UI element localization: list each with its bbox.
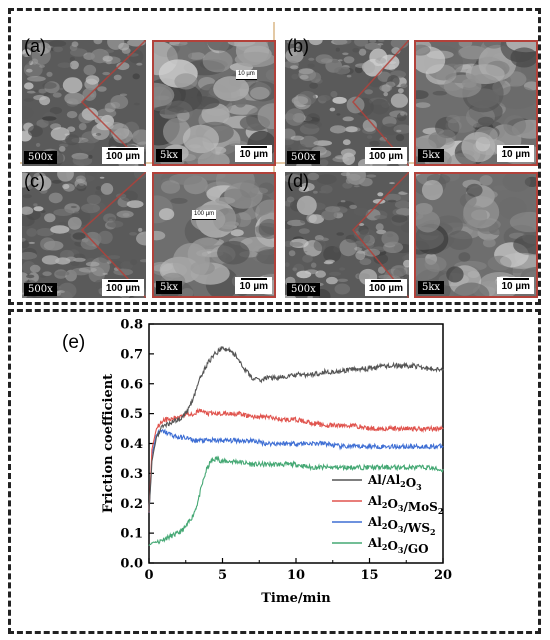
legend-entry: Al2O3/WS2 <box>367 515 436 537</box>
sem-image-d-5kx: 5kx 10 µm <box>414 172 538 298</box>
panel-label-d: (d) <box>287 171 309 191</box>
sem-image-c-500x: 500x 100 µm <box>22 172 146 298</box>
sem-image-c-5kx: 5kx 10 µm 100 µm <box>152 172 276 298</box>
scale-bar: 10 µm <box>497 145 534 162</box>
scale-bar: 10 µm <box>497 277 534 294</box>
magnification-label: 5kx <box>418 149 445 162</box>
y-tick-label: 0.1 <box>120 527 143 542</box>
panel-label-a: (a) <box>24 36 46 56</box>
series-line-al2o3-mos2 <box>148 407 444 513</box>
scale-bar: 100 µm <box>364 279 407 296</box>
panel-label-c: (c) <box>24 171 45 191</box>
y-tick-label: 0.3 <box>120 467 143 482</box>
y-tick-label: 0.8 <box>120 318 143 333</box>
scale-bar: 100 µm <box>101 279 144 296</box>
inner-scale-bar: 10 µm <box>236 70 257 80</box>
series-line-al2o3-go <box>148 455 444 546</box>
sem-figure-frame <box>8 8 541 305</box>
sem-image-a-5kx: 5kx 10 µm 10 µm <box>152 40 276 166</box>
panel-label-b: (b) <box>287 36 309 56</box>
x-tick-label: 0 <box>144 568 153 583</box>
scale-bar: 100 µm <box>364 147 407 164</box>
y-tick-label: 0.4 <box>120 437 143 452</box>
magnification-label: 5kx <box>156 281 183 294</box>
sem-image-b-5kx: 5kx 10 µm <box>414 40 538 166</box>
scale-bar: 10 µm <box>235 145 272 162</box>
y-tick-label: 0.2 <box>120 497 143 512</box>
x-tick-label: 20 <box>434 568 452 583</box>
x-tick-label: 15 <box>360 568 378 583</box>
magnification-label: 500x <box>24 151 57 164</box>
chart-figure-frame <box>8 309 541 634</box>
x-axis-label: Time/min <box>261 591 331 606</box>
y-tick-label: 0.0 <box>120 557 143 572</box>
magnification-label: 5kx <box>156 149 183 162</box>
x-tick-label: 5 <box>218 568 227 583</box>
magnification-label: 500x <box>287 151 320 164</box>
legend-entry: Al/Al2O3 <box>367 473 422 492</box>
y-tick-label: 0.7 <box>120 347 143 362</box>
scale-bar: 10 µm <box>235 277 272 294</box>
scale-bar: 100 µm <box>101 147 144 164</box>
y-axis-label: Friction coefficient <box>101 374 116 513</box>
series-line-al2o3-ws2 <box>148 428 444 513</box>
sem-image-b-500x: 500x 100 µm <box>285 40 409 166</box>
magnification-label: 500x <box>287 283 320 296</box>
x-tick-label: 10 <box>287 568 305 583</box>
sem-image-a-500x: 500x 100 µm <box>22 40 146 166</box>
legend-entry: Al2O3/MoS2 <box>367 494 443 516</box>
panel-label-e: (e) <box>62 332 85 353</box>
y-tick-label: 0.6 <box>120 377 143 392</box>
magnification-label: 500x <box>24 283 57 296</box>
series-line-al-al2o3 <box>148 346 444 512</box>
y-tick-label: 0.5 <box>120 407 143 422</box>
sem-image-d-500x: 500x 100 µm <box>285 172 409 298</box>
legend-entry: Al2O3/GO <box>367 536 429 556</box>
inner-scale-bar: 100 µm <box>192 210 217 220</box>
magnification-label: 5kx <box>418 281 445 294</box>
